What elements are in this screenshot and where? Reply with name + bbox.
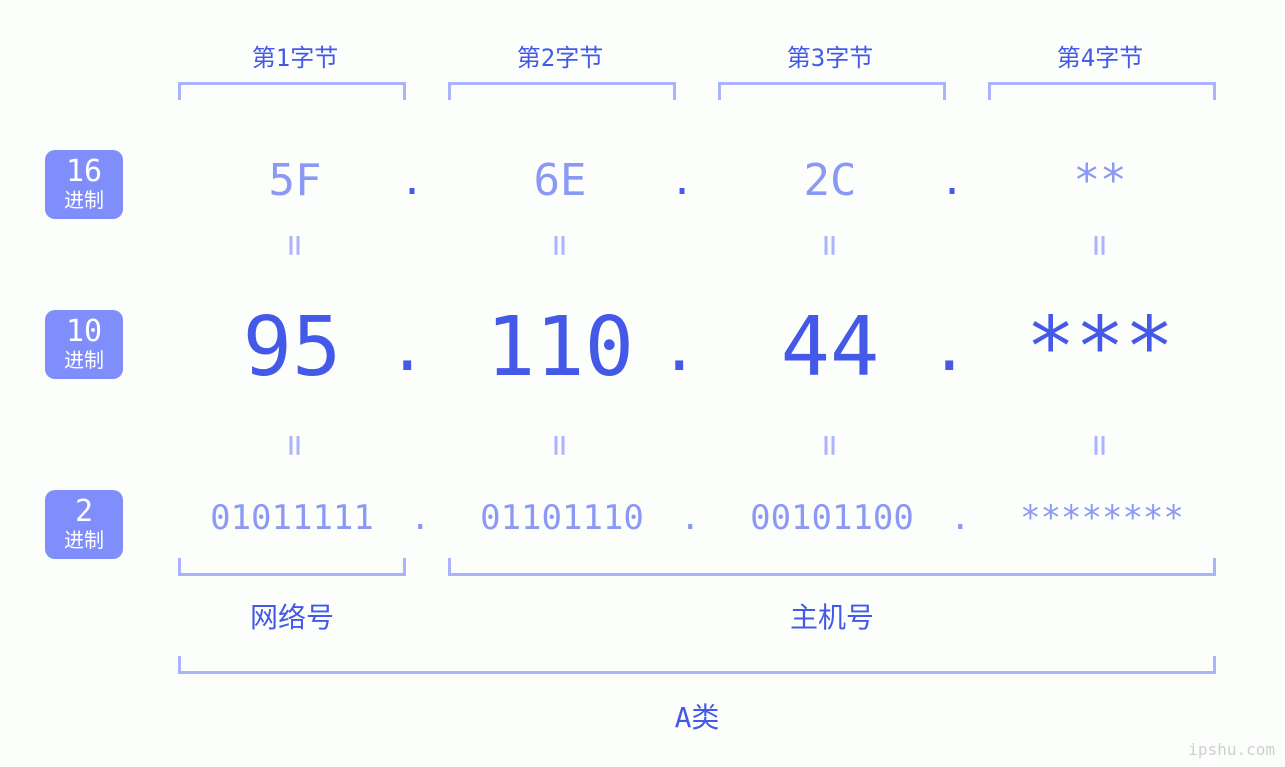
badge-base2-text: 进制 [45,530,123,551]
hex-dot-3: . [940,158,960,204]
bin-2: 01101110 [432,498,692,538]
top-bracket-2 [448,82,676,100]
eq-dec-bin-4: = [1080,426,1121,466]
badge-base16-num: 16 [45,156,123,188]
watermark: ipshu.com [1188,740,1275,759]
byte-label-4: 第4字节 [990,38,1210,73]
badge-base16: 16 进制 [45,150,123,219]
badge-base10-num: 10 [45,316,123,348]
dec-dot-1: . [388,312,418,386]
byte-label-1: 第1字节 [185,38,405,73]
byte-label-3: 第3字节 [720,38,940,73]
bin-dot-1: . [410,498,430,538]
bin-4: ******** [972,498,1232,538]
eq-dec-bin-3: = [810,426,851,466]
eq-hex-dec-4: = [1080,226,1121,266]
badge-base10: 10 进制 [45,310,123,379]
label-host: 主机号 [448,596,1216,636]
dec-dot-2: . [660,312,690,386]
dec-2: 110 [430,300,690,395]
eq-dec-bin-2: = [540,426,581,466]
eq-hex-dec-1: = [275,226,316,266]
badge-base16-text: 进制 [45,190,123,211]
bracket-class [178,656,1216,674]
hex-dot-1: . [400,158,420,204]
byte-label-2: 第2字节 [450,38,670,73]
top-bracket-1 [178,82,406,100]
eq-hex-dec-2: = [540,226,581,266]
badge-base2: 2 进制 [45,490,123,559]
dec-3: 44 [700,300,960,395]
top-bracket-4 [988,82,1216,100]
hex-4: ** [990,155,1210,206]
bin-dot-3: . [950,498,970,538]
dec-4: *** [970,300,1230,395]
bin-1: 01011111 [162,498,422,538]
ip-diagram: 16 进制 10 进制 2 进制 第1字节 第2字节 第3字节 第4字节 5F … [0,0,1285,767]
label-network: 网络号 [178,596,406,636]
hex-3: 2C [720,155,940,206]
eq-dec-bin-1: = [275,426,316,466]
top-bracket-3 [718,82,946,100]
eq-hex-dec-3: = [810,226,851,266]
dec-dot-3: . [930,312,960,386]
badge-base2-num: 2 [45,496,123,528]
badge-base10-text: 进制 [45,350,123,371]
dec-1: 95 [162,300,422,395]
bracket-network [178,558,406,576]
bin-dot-2: . [680,498,700,538]
hex-2: 6E [450,155,670,206]
hex-1: 5F [185,155,405,206]
label-class: A类 [178,696,1216,736]
hex-dot-2: . [670,158,690,204]
bin-3: 00101100 [702,498,962,538]
bracket-host [448,558,1216,576]
